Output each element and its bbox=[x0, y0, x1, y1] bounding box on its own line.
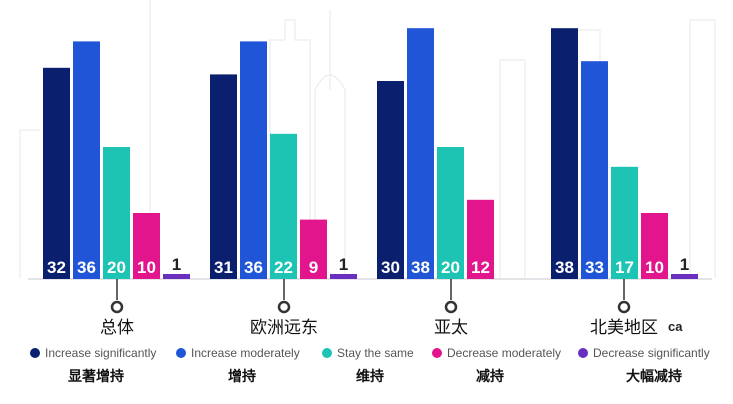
legend-label: Increase moderately bbox=[191, 346, 300, 360]
legend-swatch bbox=[578, 348, 588, 358]
category-label: 欧洲远东 bbox=[250, 318, 318, 338]
marker-circle bbox=[444, 300, 458, 314]
bar-value-label: 1 bbox=[339, 255, 348, 274]
legend-item: Increase significantly 显著增持 bbox=[30, 346, 156, 386]
bar-value-label: 32 bbox=[47, 258, 66, 277]
bar-value-label: 31 bbox=[214, 258, 233, 277]
bar-1-4 bbox=[133, 213, 160, 279]
bar-value-label: 22 bbox=[274, 258, 293, 277]
legend-label-zh: 减持 bbox=[476, 369, 504, 385]
bar-value-label: 17 bbox=[615, 258, 634, 277]
bar-4-5 bbox=[671, 274, 698, 279]
category-label: 北美地区 bbox=[590, 318, 658, 338]
legend-swatch bbox=[322, 348, 332, 358]
bar-value-label: 36 bbox=[244, 258, 263, 277]
legend-row: Increase significantly bbox=[30, 346, 156, 360]
legend-swatch bbox=[432, 348, 442, 358]
bar-value-label: 12 bbox=[471, 258, 490, 277]
marker-circle bbox=[277, 300, 291, 314]
legend-swatch bbox=[176, 348, 186, 358]
legend-label: Stay the same bbox=[337, 346, 414, 360]
legend-item: Stay the same 维持 bbox=[322, 346, 414, 386]
bars-layer: 32 36 20 10 1 31 36 22 9 1 30 38 20 12 38 33 17 10 1 bbox=[43, 28, 698, 280]
legend-row: Increase moderately bbox=[176, 346, 300, 360]
bar-value-label: 9 bbox=[309, 258, 318, 277]
legend-swatch bbox=[30, 348, 40, 358]
group-markers-layer bbox=[110, 279, 631, 314]
bar-value-label: 20 bbox=[441, 258, 460, 277]
bar-1-1 bbox=[43, 67, 70, 279]
bar-value-label: 38 bbox=[411, 258, 430, 277]
bar-2-5 bbox=[330, 274, 357, 279]
legend-row: Decrease significantly bbox=[578, 346, 710, 360]
marker-circle bbox=[617, 300, 631, 314]
bar-3-2 bbox=[407, 28, 434, 280]
bar-value-label: 33 bbox=[585, 258, 604, 277]
bar-4-2 bbox=[581, 61, 608, 280]
category-labels-layer: 总体 欧洲远东 亚太 北美地区 ca bbox=[100, 318, 683, 338]
legend-label: Increase significantly bbox=[45, 346, 157, 360]
bar-value-label: 10 bbox=[645, 258, 664, 277]
bar-3-3 bbox=[437, 147, 464, 279]
marker-circle bbox=[110, 300, 124, 314]
bar-2-3 bbox=[270, 133, 297, 279]
legend-label-zh: 维持 bbox=[356, 369, 384, 385]
bar-value-label: 1 bbox=[680, 255, 689, 274]
bar-2-1 bbox=[210, 74, 237, 280]
bar-1-5 bbox=[163, 274, 190, 279]
bar-3-1 bbox=[377, 81, 404, 279]
bar-value-label: 30 bbox=[381, 258, 400, 277]
legend-row: Decrease moderately bbox=[432, 346, 561, 360]
bar-value-label: 38 bbox=[555, 258, 574, 277]
bar-value-label: 36 bbox=[77, 258, 96, 277]
bar-1-2 bbox=[73, 41, 100, 280]
bar-3-4 bbox=[467, 199, 494, 279]
category-label-extra: ca bbox=[668, 319, 683, 334]
legend-item: Decrease moderately 减持 bbox=[432, 346, 561, 386]
legend-row: Stay the same bbox=[322, 346, 414, 360]
legend-label-zh: 大幅减持 bbox=[626, 369, 682, 385]
legend-item: Decrease significantly 大幅减持 bbox=[578, 346, 710, 386]
legend-label-zh: 增持 bbox=[228, 369, 256, 385]
legend-label: Decrease significantly bbox=[593, 346, 710, 360]
bar-1-3 bbox=[103, 147, 130, 279]
legend: Increase significantly 显著增持 Increase moder… bbox=[0, 346, 733, 404]
bar-4-1 bbox=[551, 28, 578, 280]
category-label: 总体 bbox=[100, 318, 134, 338]
bar-2-2 bbox=[240, 41, 267, 280]
bar-value-label: 1 bbox=[172, 255, 181, 274]
legend-label-zh: 显著增持 bbox=[68, 369, 124, 385]
category-label: 亚太 bbox=[434, 318, 468, 338]
bar-chart: 32 36 20 10 1 31 36 22 9 1 30 38 20 12 38 33 17 10 1 总体 欧洲远… bbox=[19, 0, 716, 338]
bar-value-label: 10 bbox=[137, 258, 156, 277]
bar-2-4 bbox=[300, 219, 327, 279]
bar-4-3 bbox=[611, 166, 638, 279]
bar-4-4 bbox=[641, 213, 668, 279]
bar-value-label: 20 bbox=[107, 258, 126, 277]
legend-label: Decrease moderately bbox=[447, 346, 562, 360]
legend-item: Increase moderately 增持 bbox=[176, 346, 300, 386]
